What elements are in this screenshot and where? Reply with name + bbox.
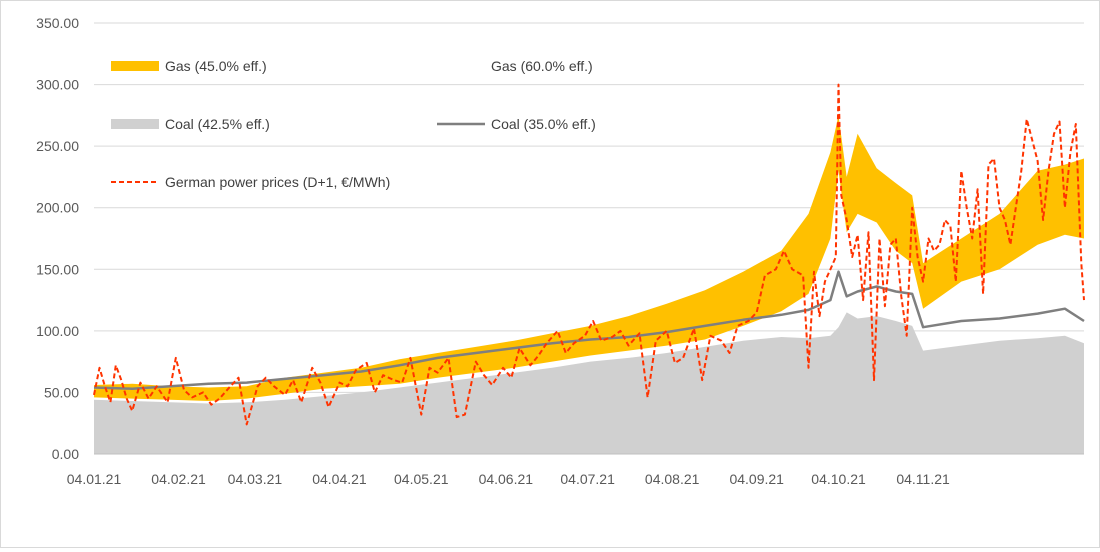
legend-label-gas-45: Gas (45.0% eff.) <box>165 58 267 74</box>
legend: Gas (45.0% eff.) Gas (60.0% eff.) Coal (… <box>111 58 596 190</box>
y-axis-tick-labels: 0.00 50.00 100.00 150.00 200.00 250.00 300.00 3… <box>36 15 79 462</box>
y-tick-label: 100.00 <box>36 323 79 339</box>
x-tick-label: 04.05.21 <box>394 471 449 487</box>
power-price-line-layer <box>93 83 1085 426</box>
legend-item-coal-35[interactable]: Coal (35.0% eff.) <box>437 116 596 132</box>
y-tick-label: 200.00 <box>36 200 79 216</box>
legend-label-coal-35: Coal (35.0% eff.) <box>491 116 596 132</box>
y-tick-label: 0.00 <box>52 446 79 462</box>
y-tick-label: 150.00 <box>36 261 79 277</box>
legend-label-gas-60: Gas (60.0% eff.) <box>491 58 593 74</box>
x-tick-label: 04.10.21 <box>811 471 866 487</box>
x-tick-label: 04.02.21 <box>151 471 206 487</box>
x-tick-label: 04.03.21 <box>228 471 283 487</box>
legend-label-coal-42-5: Coal (42.5% eff.) <box>165 116 270 132</box>
legend-swatch-gas-45 <box>111 61 159 71</box>
x-tick-label: 04.07.21 <box>560 471 615 487</box>
y-tick-label: 300.00 <box>36 77 79 93</box>
x-tick-label: 04.09.21 <box>729 471 784 487</box>
legend-item-power-prices[interactable]: German power prices (D+1, €/MWh) <box>111 174 390 190</box>
x-tick-label: 04.04.21 <box>312 471 367 487</box>
power-price-line <box>93 83 1085 426</box>
legend-item-gas-60[interactable]: Gas (60.0% eff.) <box>491 58 593 74</box>
x-tick-label: 04.01.21 <box>67 471 122 487</box>
coal-35-line <box>93 270 1085 390</box>
legend-item-coal-42-5[interactable]: Coal (42.5% eff.) <box>111 116 270 132</box>
x-tick-label: 04.06.21 <box>479 471 534 487</box>
x-tick-label: 04.11.21 <box>896 471 950 487</box>
coal-42-5-area-layer <box>94 312 1084 454</box>
y-tick-label: 250.00 <box>36 138 79 154</box>
x-tick-label: 04.08.21 <box>645 471 700 487</box>
legend-label-power-prices: German power prices (D+1, €/MWh) <box>165 174 390 190</box>
y-tick-label: 50.00 <box>44 384 79 400</box>
legend-item-gas-45[interactable]: Gas (45.0% eff.) <box>111 58 267 74</box>
x-axis-tick-labels: 04.01.21 04.02.21 04.03.21 04.04.21 04.05.21… <box>67 471 950 487</box>
gridlines <box>94 22 1084 393</box>
coal-42-5-area <box>94 312 1084 454</box>
coal-35-line-layer <box>93 270 1085 390</box>
legend-swatch-coal-42-5 <box>111 119 159 129</box>
y-tick-label: 350.00 <box>36 15 79 31</box>
